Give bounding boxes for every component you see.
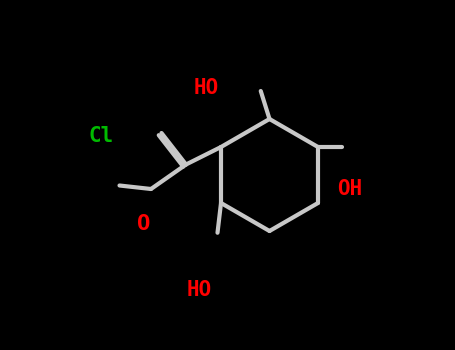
Text: Cl: Cl bbox=[89, 126, 114, 147]
Text: O: O bbox=[137, 214, 150, 234]
Text: OH: OH bbox=[337, 179, 363, 199]
Text: HO: HO bbox=[194, 77, 219, 98]
Text: HO: HO bbox=[187, 280, 212, 301]
